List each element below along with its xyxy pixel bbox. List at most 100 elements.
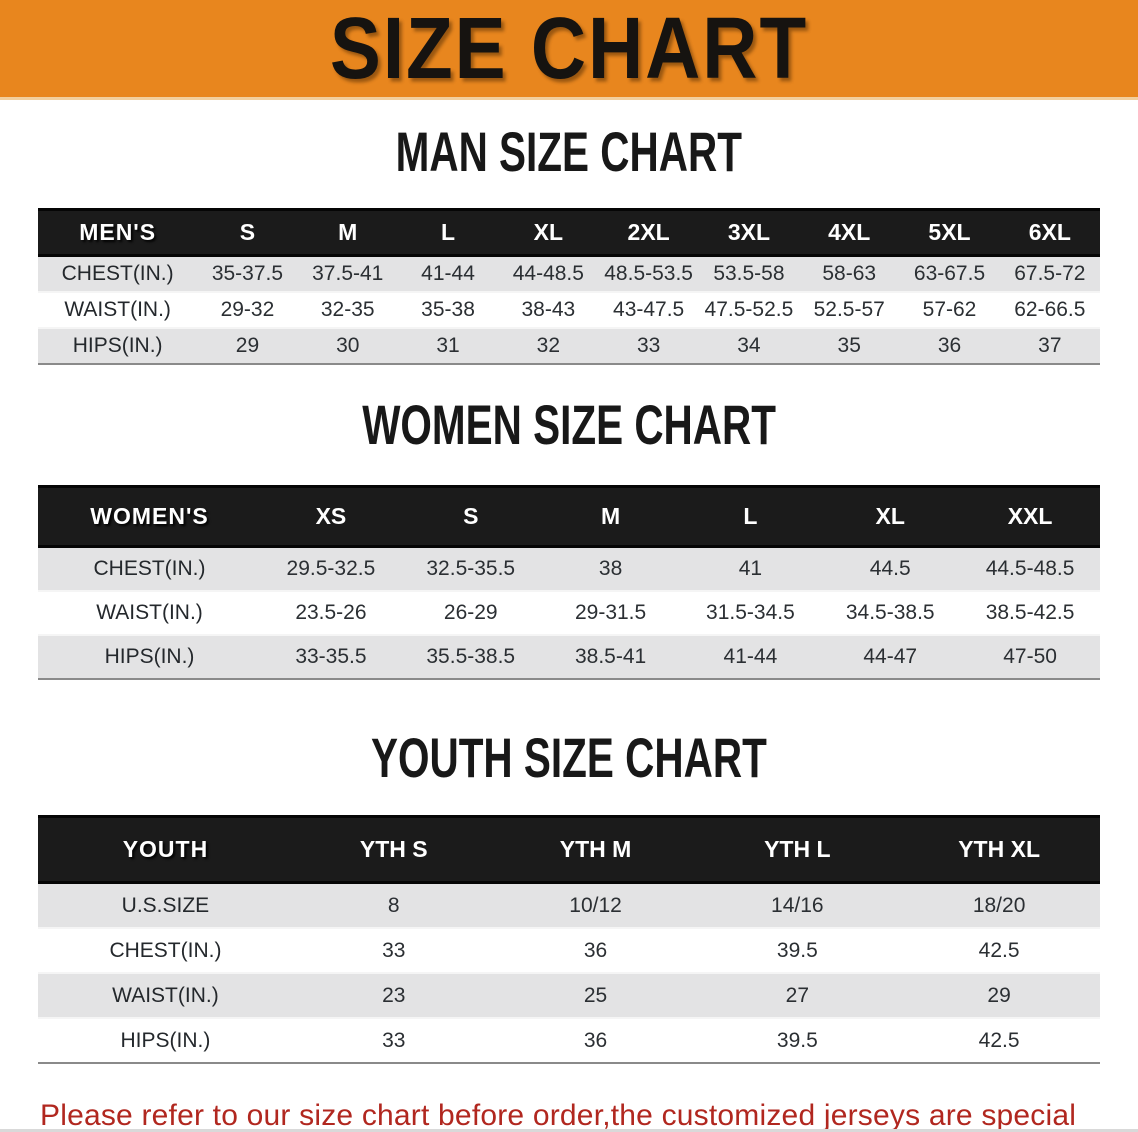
size-value-cell: 32-35 xyxy=(297,291,398,328)
size-column-header: 6XL xyxy=(999,208,1100,257)
size-table: MEN'S S M L XL 2XL 3XL 4XL 5XL 6XL CHEST(IN.) 35-37… xyxy=(38,208,1100,365)
table-row: CHEST(IN.) 33 36 39.5 42.5 xyxy=(38,927,1100,973)
size-value-cell: 25 xyxy=(494,972,697,1018)
size-value-cell: 31.5-34.5 xyxy=(680,590,821,635)
size-value-cell: 38.5-41 xyxy=(540,634,681,679)
size-value-cell: 48.5-53.5 xyxy=(598,254,699,292)
size-value-cell: 53.5-58 xyxy=(698,254,800,292)
size-column-header: XL xyxy=(820,485,961,548)
size-value-cell: 35 xyxy=(799,327,900,364)
women-size-section: WOMEN SIZE CHART WOMEN'S XS S M L XL XXL CHEST(… xyxy=(0,394,1138,680)
size-column-header: YTH XL xyxy=(898,815,1100,884)
size-value-cell: 36 xyxy=(494,1017,697,1063)
size-value-cell: 8 xyxy=(292,881,495,928)
table-row: WAIST(IN.) 23 25 27 29 xyxy=(38,972,1100,1018)
row-label-cell: CHEST(IN.) xyxy=(38,545,262,591)
size-column-header: YTH S xyxy=(292,815,495,884)
size-value-cell: 29 xyxy=(197,327,298,364)
youth-heading-text: YOUTH SIZE CHART xyxy=(371,726,767,790)
size-value-cell: 67.5-72 xyxy=(999,254,1100,292)
table-row: CHEST(IN.) 35-37.5 37.5-41 41-44 44-48.5 48.5… xyxy=(38,254,1100,292)
size-value-cell: 35.5-38.5 xyxy=(400,634,541,679)
size-column-header: 2XL xyxy=(598,208,699,257)
row-label-cell: HIPS(IN.) xyxy=(38,327,198,364)
men-size-section: MAN SIZE CHART MEN'S S M L XL 2XL 3XL 4XL 5XL 6XL… xyxy=(0,121,1138,365)
size-column-header: M xyxy=(297,208,398,257)
size-value-cell: 62-66.5 xyxy=(999,291,1100,328)
size-value-cell: 63-67.5 xyxy=(899,254,1000,292)
size-value-cell: 29.5-32.5 xyxy=(261,545,401,591)
size-column-header: 4XL xyxy=(799,208,900,257)
women-heading-text: WOMEN SIZE CHART xyxy=(362,393,776,457)
size-value-cell: 31 xyxy=(397,327,499,364)
size-column-header: 3XL xyxy=(698,208,800,257)
size-value-cell: 39.5 xyxy=(696,1017,899,1063)
size-value-cell: 41-44 xyxy=(397,254,499,292)
size-column-header: XS xyxy=(261,485,401,548)
size-value-cell: 27 xyxy=(696,972,899,1018)
size-column-header: S xyxy=(400,485,541,548)
row-label-cell: U.S.SIZE xyxy=(38,881,293,928)
size-value-cell: 33 xyxy=(292,927,495,973)
size-value-cell: 18/20 xyxy=(898,881,1100,928)
size-value-cell: 38.5-42.5 xyxy=(960,590,1100,635)
size-value-cell: 34.5-38.5 xyxy=(820,590,961,635)
size-table: YOUTH YTH S YTH M YTH L YTH XL U.S.SIZE 8 10/12… xyxy=(38,815,1100,1064)
size-value-cell: 38 xyxy=(540,545,681,591)
youth-section-heading: YOUTH SIZE CHART xyxy=(0,727,1138,796)
women-size-table-container: WOMEN'S XS S M L XL XXL CHEST(IN.) 29.5-32.5 32.5… xyxy=(38,485,1100,680)
size-value-cell: 10/12 xyxy=(494,881,697,928)
size-value-cell: 29 xyxy=(898,972,1100,1018)
size-value-cell: 14/16 xyxy=(696,881,899,928)
size-column-header: M xyxy=(540,485,681,548)
row-label-cell: WAIST(IN.) xyxy=(38,291,198,328)
size-column-header: XL xyxy=(498,208,599,257)
size-value-cell: 42.5 xyxy=(898,1017,1100,1063)
size-value-cell: 33-35.5 xyxy=(261,634,401,679)
men-heading-text: MAN SIZE CHART xyxy=(395,120,743,184)
table-header-row: MEN'S S M L XL 2XL 3XL 4XL 5XL 6XL xyxy=(38,208,1100,257)
size-value-cell: 47-50 xyxy=(960,634,1100,679)
size-value-cell: 30 xyxy=(297,327,398,364)
size-column-header: YTH M xyxy=(494,815,697,884)
size-table: WOMEN'S XS S M L XL XXL CHEST(IN.) 29.5-32.5 32.5… xyxy=(38,485,1100,680)
women-section-heading: WOMEN SIZE CHART xyxy=(0,394,1138,463)
size-value-cell: 42.5 xyxy=(898,927,1100,973)
size-value-cell: 41 xyxy=(680,545,821,591)
youth-size-table-container: YOUTH YTH S YTH M YTH L YTH XL U.S.SIZE 8 10/12… xyxy=(38,815,1100,1064)
size-column-header: S xyxy=(197,208,298,257)
men-section-heading: MAN SIZE CHART xyxy=(0,121,1138,190)
size-value-cell: 41-44 xyxy=(680,634,821,679)
table-row: CHEST(IN.) 29.5-32.5 32.5-35.5 38 41 44.5 44.5… xyxy=(38,545,1100,591)
size-value-cell: 32.5-35.5 xyxy=(400,545,541,591)
size-value-cell: 36 xyxy=(899,327,1000,364)
row-label-cell: CHEST(IN.) xyxy=(38,254,198,292)
size-value-cell: 29-31.5 xyxy=(540,590,681,635)
size-column-header: 5XL xyxy=(899,208,1000,257)
size-value-cell: 58-63 xyxy=(799,254,900,292)
table-header-row: WOMEN'S XS S M L XL XXL xyxy=(38,485,1100,548)
size-value-cell: 23 xyxy=(292,972,495,1018)
size-value-cell: 33 xyxy=(598,327,699,364)
size-value-cell: 57-62 xyxy=(899,291,1000,328)
size-value-cell: 36 xyxy=(494,927,697,973)
size-value-cell: 44.5 xyxy=(820,545,961,591)
table-row: U.S.SIZE 8 10/12 14/16 18/20 xyxy=(38,881,1100,928)
size-value-cell: 39.5 xyxy=(696,927,899,973)
table-title-cell: YOUTH xyxy=(38,815,293,884)
youth-size-section: YOUTH SIZE CHART YOUTH YTH S YTH M YTH L YTH… xyxy=(0,727,1138,1064)
disclaimer-line-1: Please refer to our size chart before or… xyxy=(40,1099,1077,1132)
row-label-cell: HIPS(IN.) xyxy=(38,1017,293,1063)
size-value-cell: 47.5-52.5 xyxy=(698,291,800,328)
size-chart-banner: SIZE CHART xyxy=(0,0,1138,100)
table-row: HIPS(IN.) 33-35.5 35.5-38.5 38.5-41 41-44 44-… xyxy=(38,634,1100,679)
size-value-cell: 34 xyxy=(698,327,800,364)
size-value-cell: 37 xyxy=(999,327,1100,364)
size-value-cell: 44-48.5 xyxy=(498,254,599,292)
row-label-cell: WAIST(IN.) xyxy=(38,972,293,1018)
size-value-cell: 32 xyxy=(498,327,599,364)
size-value-cell: 38-43 xyxy=(498,291,599,328)
table-row: WAIST(IN.) 23.5-26 26-29 29-31.5 31.5-34.5 34… xyxy=(38,590,1100,635)
size-value-cell: 52.5-57 xyxy=(799,291,900,328)
